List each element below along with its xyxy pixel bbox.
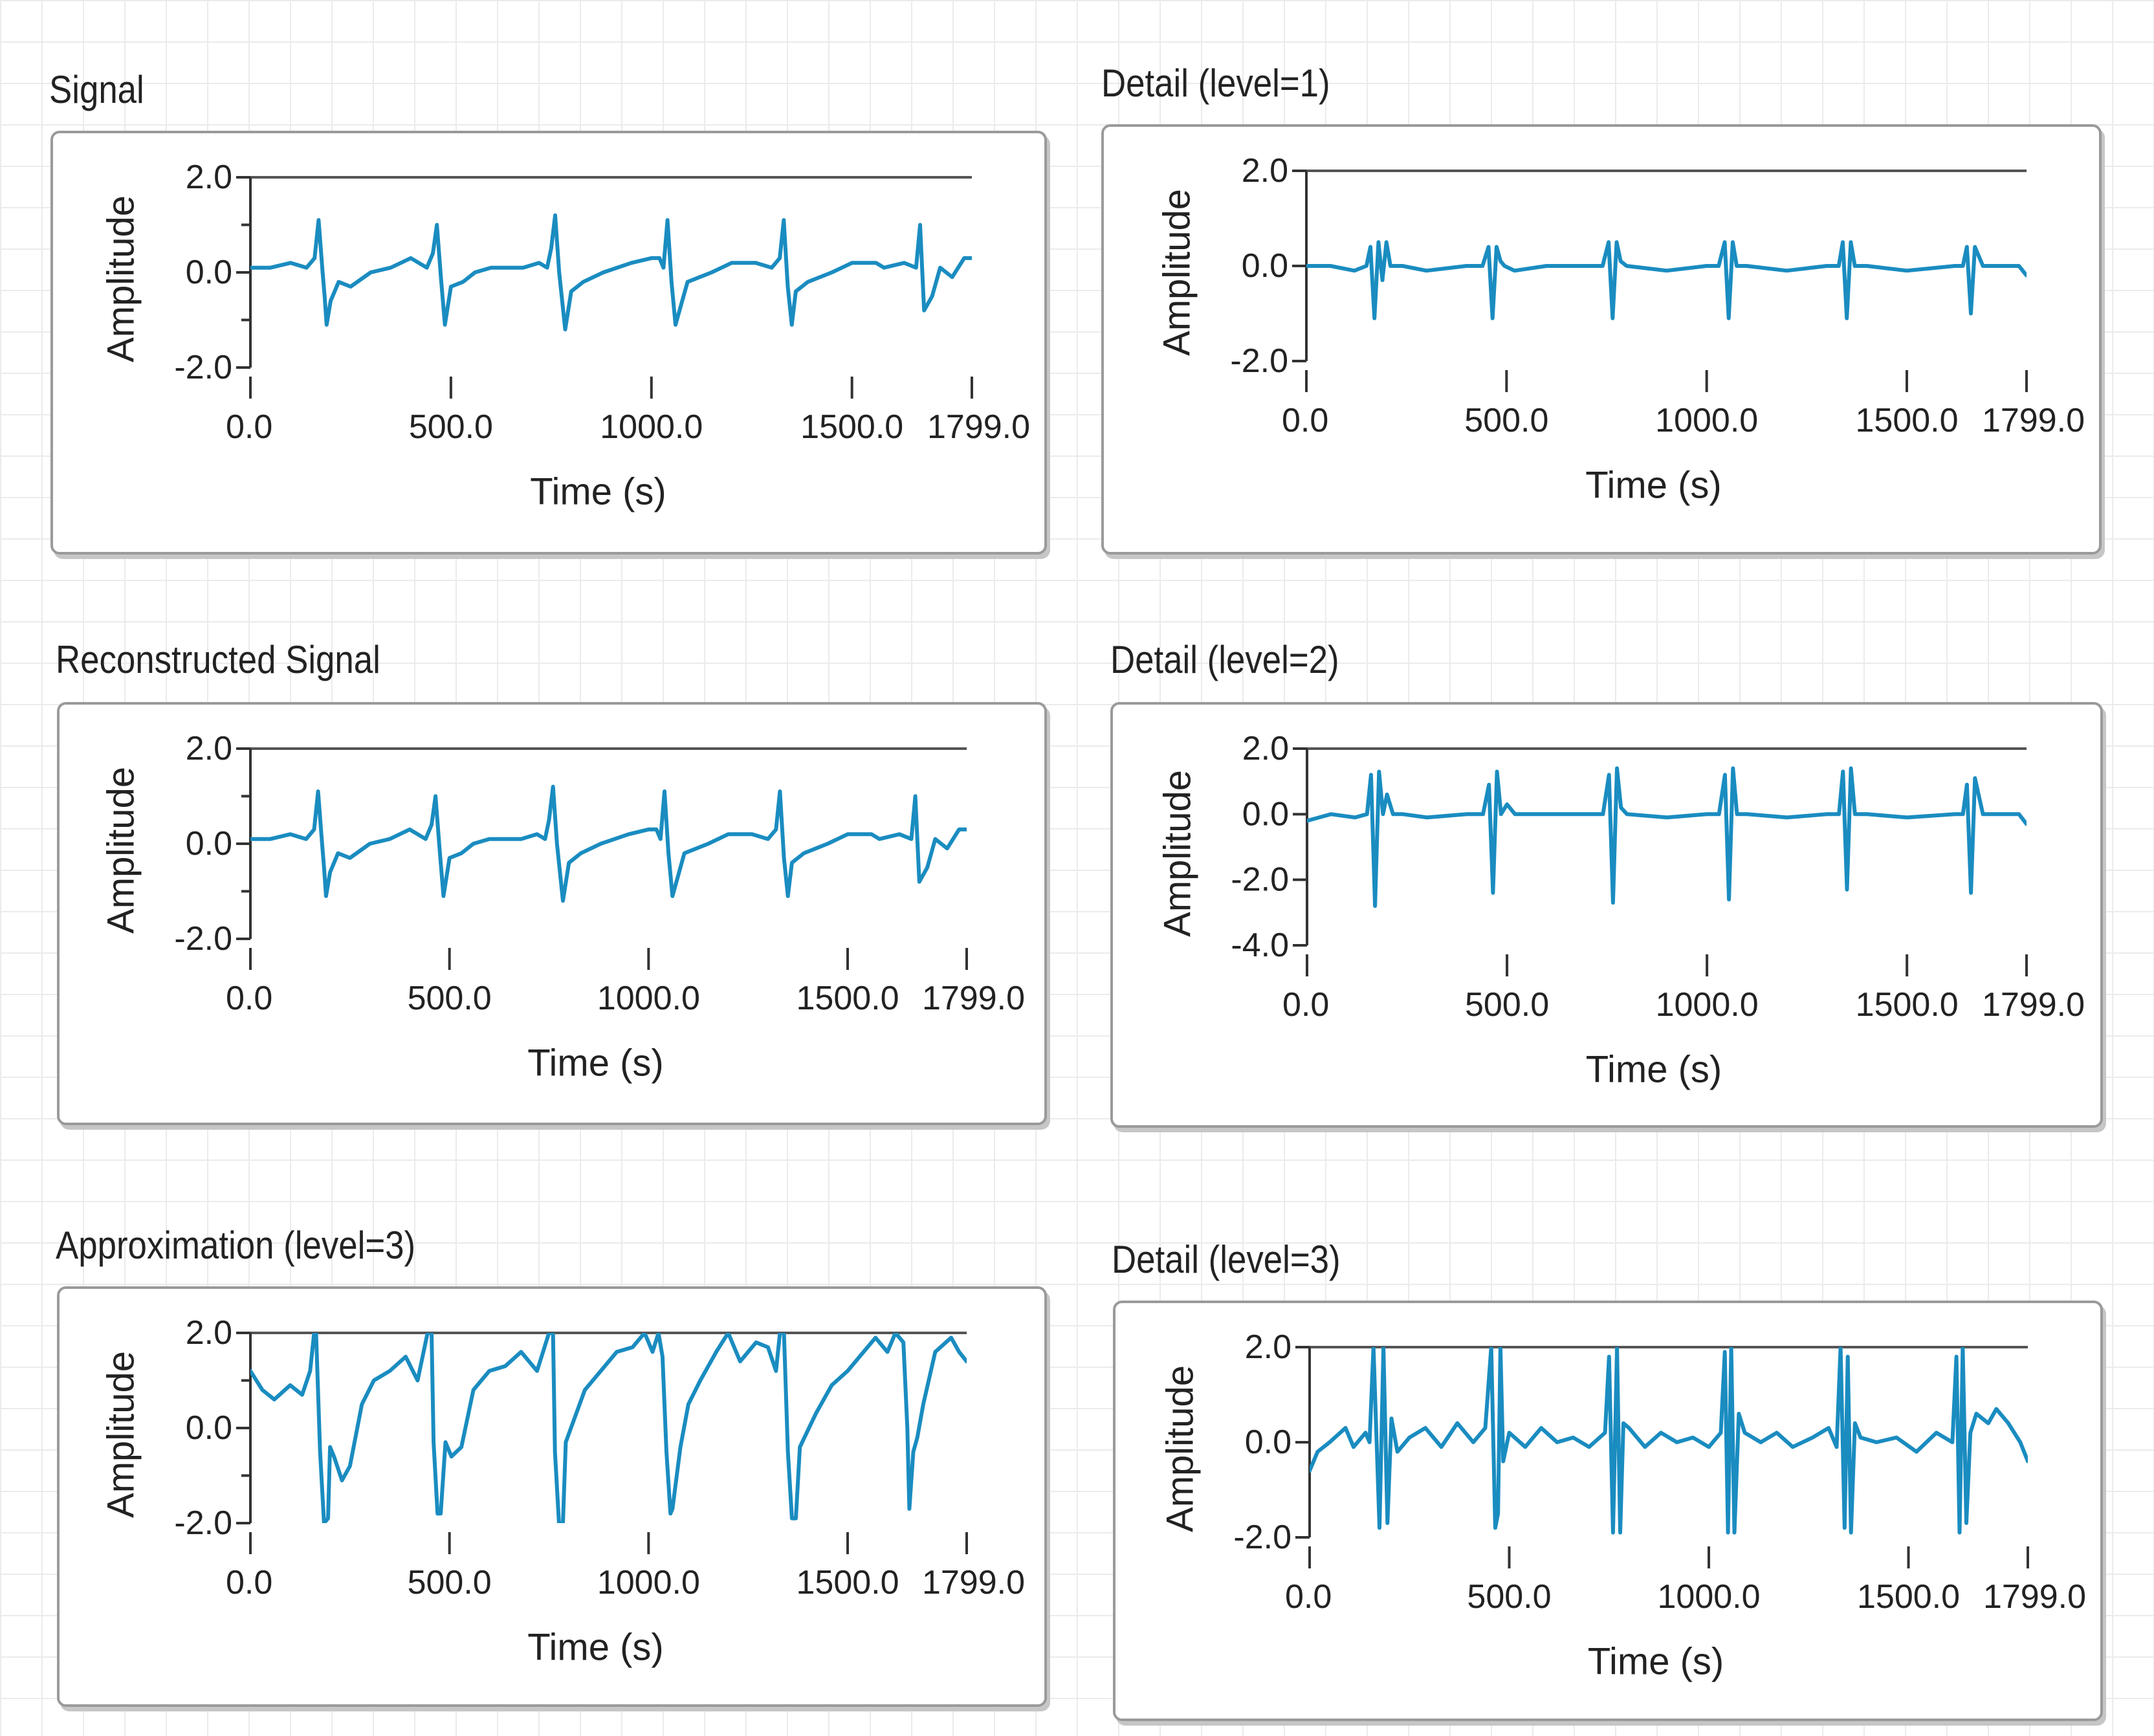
y-axis-label: Amplitude: [100, 767, 142, 934]
x-tick-label: 1799.0: [1982, 402, 2085, 439]
y-tick-label: 0.0: [186, 1409, 232, 1447]
y-tick-label: 0.0: [1242, 795, 1289, 833]
x-axis-label: Time (s): [530, 471, 666, 513]
x-tick-label: 1000.0: [1655, 402, 1758, 439]
approx3-graph-title: Approximation (level=3): [56, 1224, 416, 1267]
x-tick-label: 1799.0: [922, 1564, 1025, 1601]
y-tick-label: -2.0: [174, 920, 232, 958]
series-group: [1306, 240, 2027, 320]
y-tick-label: 0.0: [1245, 1423, 1291, 1461]
x-tick-label: 0.0: [1285, 1578, 1332, 1616]
signal-graph-title: Signal: [49, 68, 144, 111]
y-tick-label: -2.0: [174, 349, 232, 386]
y-axis-label: Amplitude: [100, 1351, 142, 1518]
y-tick-label: -2.0: [1231, 861, 1289, 899]
x-tick-label: 1000.0: [597, 980, 700, 1017]
x-tick-label: 1000.0: [1657, 1578, 1760, 1616]
x-tick-label: 0.0: [226, 1564, 272, 1601]
y-tick-label: -2.0: [1233, 1519, 1291, 1556]
y-tick-label: 2.0: [186, 159, 232, 196]
y-axis-label: Amplitude: [1159, 1365, 1202, 1532]
x-tick-label: 500.0: [1467, 1578, 1551, 1616]
signal-plot: 2.0 0.0 -2.0 0.0 500.0 1000.0 1500.0 1799.0 Time…: [100, 159, 1031, 513]
y-tick-label: -2.0: [1230, 342, 1288, 380]
series-group: [250, 784, 967, 903]
detail2-plot: 2.0 0.0 -2.0 -4.0 0.0 500.0 1000.0 1500.0 1799.0…: [1157, 730, 2085, 1091]
reconstructed-plot: 2.0 0.0 -2.0 0.0 500.0 1000.0 1500.0 1799.0 Time…: [100, 730, 1026, 1084]
approx3-graph[interactable]: 2.0 0.0 -2.0 0.0 500.0 1000.0 1500.0 1799.0 Time…: [57, 1286, 1047, 1707]
approx3-plot: 2.0 0.0 -2.0 0.0 500.0 1000.0 1500.0 1799.0 Time…: [100, 1314, 1026, 1669]
x-axis-label: Time (s): [1588, 1641, 1724, 1683]
x-tick-label: 0.0: [1282, 402, 1328, 439]
y-tick-label: 0.0: [186, 254, 232, 291]
x-axis-label: Time (s): [1585, 465, 1721, 507]
x-tick-label: 1000.0: [597, 1564, 700, 1601]
series-group: [1307, 766, 2027, 908]
y-axis-label: Amplitude: [1157, 770, 1199, 937]
y-tick-label: 2.0: [1245, 1328, 1291, 1366]
x-tick-label: 1799.0: [1982, 986, 2085, 1024]
signal-graph[interactable]: 2.0 0.0 -2.0 0.0 500.0 1000.0 1500.0 1799.0 Time…: [50, 131, 1047, 555]
x-tick-label: 500.0: [408, 980, 492, 1017]
x-tick-label: 1500.0: [1855, 402, 1958, 439]
y-axis-label: Amplitude: [1156, 189, 1198, 356]
x-tick-label: 1799.0: [1983, 1578, 2086, 1616]
x-tick-label: 500.0: [1464, 402, 1548, 439]
x-axis-label: Time (s): [527, 1627, 663, 1669]
y-axis-label: Amplitude: [100, 195, 142, 362]
x-tick-label: 1799.0: [927, 408, 1030, 446]
series-line: [1310, 1347, 2028, 1535]
reconstructed-graph-title: Reconstructed Signal: [56, 638, 380, 681]
detail1-graph-title: Detail (level=1): [1101, 61, 1330, 105]
reconstructed-graph[interactable]: 2.0 0.0 -2.0 0.0 500.0 1000.0 1500.0 1799.0 Time…: [57, 702, 1047, 1125]
y-tick-label: -4.0: [1231, 927, 1289, 964]
x-tick-label: 1000.0: [1656, 986, 1759, 1024]
detail3-graph[interactable]: 2.0 0.0 -2.0 0.0 500.0 1000.0 1500.0 1799.0 Time…: [1113, 1301, 2103, 1721]
x-tick-label: 1500.0: [1856, 986, 1959, 1024]
detail3-plot: 2.0 0.0 -2.0 0.0 500.0 1000.0 1500.0 1799.0 Time…: [1159, 1328, 2087, 1683]
y-tick-label: 2.0: [186, 1314, 232, 1352]
detail3-graph-title: Detail (level=3): [1112, 1238, 1341, 1281]
x-tick-label: 500.0: [409, 408, 493, 446]
x-tick-label: 500.0: [408, 1564, 492, 1601]
x-tick-label: 1799.0: [922, 980, 1025, 1017]
x-axis-label: Time (s): [1586, 1049, 1722, 1091]
x-tick-label: 0.0: [226, 980, 272, 1017]
x-tick-label: 1500.0: [800, 408, 903, 446]
series-group: [250, 1333, 967, 1523]
y-tick-label: 0.0: [186, 825, 232, 863]
series-group: [1310, 1347, 2028, 1535]
x-tick-label: 1000.0: [600, 408, 703, 446]
series-line: [1307, 766, 2027, 908]
series-group: [250, 213, 972, 332]
x-tick-label: 1500.0: [1857, 1578, 1960, 1616]
series-line: [250, 213, 972, 332]
x-tick-label: 0.0: [1282, 986, 1329, 1024]
series-line: [250, 1333, 967, 1523]
y-tick-label: -2.0: [174, 1504, 232, 1542]
detail2-graph[interactable]: 2.0 0.0 -2.0 -4.0 0.0 500.0 1000.0 1500.0 1799.0…: [1110, 702, 2103, 1128]
series-line: [1306, 240, 2027, 320]
y-tick-label: 2.0: [1242, 730, 1289, 767]
x-axis-label: Time (s): [527, 1042, 663, 1084]
y-tick-label: 0.0: [1242, 247, 1288, 285]
detail1-plot: 2.0 0.0 -2.0 0.0 500.0 1000.0 1500.0 1799.0 Time…: [1156, 152, 2085, 507]
x-tick-label: 500.0: [1465, 986, 1549, 1024]
series-line: [250, 784, 967, 903]
x-tick-label: 0.0: [226, 408, 272, 446]
x-tick-label: 1500.0: [796, 980, 899, 1017]
x-tick-label: 1500.0: [796, 1564, 899, 1601]
y-tick-label: 2.0: [186, 730, 232, 767]
detail1-graph[interactable]: 2.0 0.0 -2.0 0.0 500.0 1000.0 1500.0 1799.0 Time…: [1101, 124, 2102, 555]
detail2-graph-title: Detail (level=2): [1110, 638, 1339, 681]
y-tick-label: 2.0: [1242, 152, 1288, 190]
